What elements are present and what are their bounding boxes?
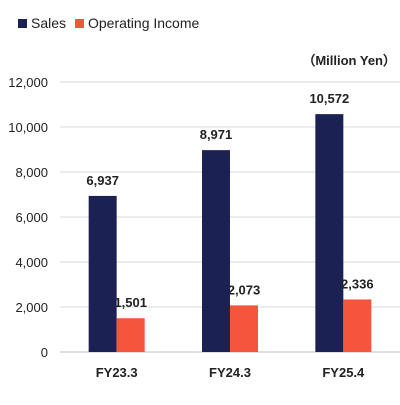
- y-tick-label: 6,000: [15, 210, 48, 225]
- bar-operating-income-1: [230, 305, 258, 352]
- data-label: 10,572: [309, 91, 349, 106]
- data-label: 8,971: [200, 127, 233, 142]
- x-category-label: FY23.3: [96, 365, 138, 380]
- y-tick-label: 8,000: [15, 165, 48, 180]
- bar-sales-2: [315, 114, 344, 352]
- legend-label-0: Sales: [31, 15, 66, 31]
- data-label: 2,336: [341, 276, 374, 291]
- y-tick-label: 10,000: [8, 120, 48, 135]
- legend: Sales Operating Income: [18, 15, 199, 31]
- legend-swatch-1: [75, 19, 84, 28]
- data-labels: 6,937 1,501 8,971 2,073 10,572 2,336: [86, 91, 373, 310]
- data-label: 6,937: [86, 173, 119, 188]
- bar-sales-0: [88, 195, 117, 352]
- legend-label-1: Operating Income: [88, 15, 199, 31]
- bar-sales-1: [202, 150, 230, 352]
- legend-swatch-0: [18, 19, 27, 28]
- y-tick-label: 0: [41, 345, 48, 360]
- bar-operating-income-2: [343, 299, 372, 352]
- x-axis: FY23.3 FY24.3 FY25.4: [96, 365, 365, 380]
- unit-label: （Million Yen）: [302, 53, 396, 68]
- x-category-label: FY25.4: [322, 365, 365, 380]
- y-tick-label: 2,000: [15, 300, 48, 315]
- y-tick-label: 4,000: [15, 255, 48, 270]
- y-axis: 0 2,000 4,000 6,000 8,000 10,000 12,000: [8, 75, 48, 360]
- bar-operating-income-0: [116, 318, 145, 352]
- data-label: 1,501: [114, 295, 147, 310]
- data-label: 2,073: [228, 282, 261, 297]
- x-category-label: FY24.3: [209, 365, 251, 380]
- y-tick-label: 12,000: [8, 75, 48, 90]
- bars: [88, 114, 372, 352]
